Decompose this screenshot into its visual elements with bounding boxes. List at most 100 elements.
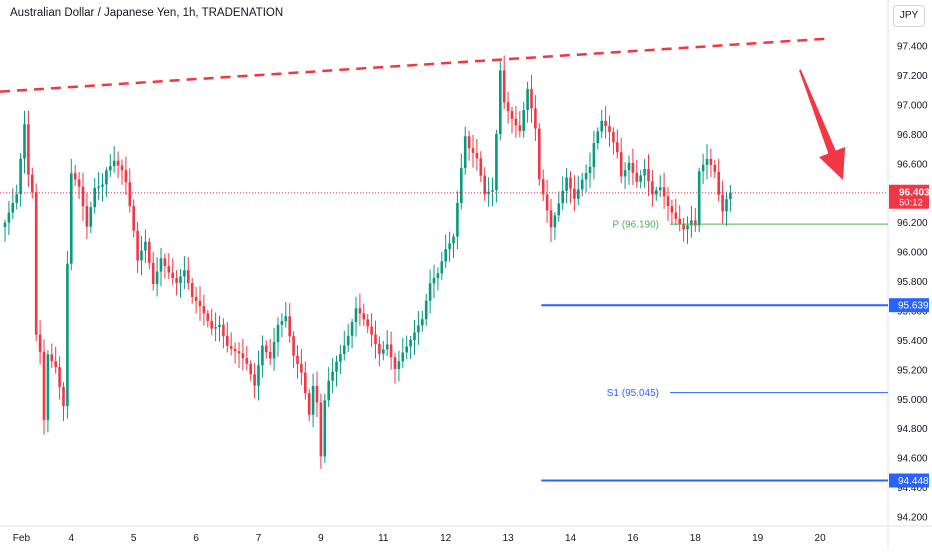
candle [658, 175, 662, 197]
chart-title: Australian Dollar / Japanese Yen, 1h, TR… [10, 7, 284, 19]
candle [27, 110, 30, 188]
candle-body [15, 194, 18, 203]
candle [538, 123, 541, 186]
candle [257, 350, 260, 401]
candle [249, 360, 252, 381]
candle-body [245, 358, 249, 364]
candle [592, 130, 596, 180]
candle-body [327, 380, 330, 401]
candle-body [116, 160, 120, 166]
candle-body [616, 142, 619, 153]
candle [140, 236, 143, 276]
x-tick-label: 4 [69, 533, 75, 544]
candle [713, 159, 717, 179]
x-tick-label: 19 [752, 533, 764, 544]
candle [623, 162, 627, 189]
candle-body [389, 344, 393, 358]
currency-button[interactable]: JPY [893, 5, 925, 27]
candle-body [97, 186, 100, 188]
candle [432, 264, 436, 299]
candle [428, 269, 432, 314]
x-tick-label: 12 [440, 533, 452, 544]
candle-body [432, 278, 436, 284]
candle [276, 317, 280, 357]
candle-body [424, 300, 428, 320]
candle [268, 338, 272, 366]
candle-body [339, 354, 342, 362]
candle [85, 192, 89, 240]
candle [167, 253, 171, 280]
x-tick-label: 11 [378, 533, 389, 544]
candle-body [382, 349, 385, 354]
candle-body [666, 196, 670, 207]
candle-body [276, 324, 280, 343]
candle [495, 129, 498, 203]
candle [233, 342, 237, 364]
candle [315, 371, 319, 418]
candle [452, 233, 455, 259]
candle [323, 393, 327, 463]
candle [93, 178, 96, 214]
candle [729, 184, 732, 212]
candle [534, 95, 537, 141]
candle [128, 168, 132, 213]
candle-body [124, 170, 128, 183]
candle [475, 138, 479, 171]
candle [265, 340, 268, 359]
candle [557, 191, 561, 222]
candle [678, 205, 681, 232]
candle [288, 303, 291, 343]
candle-body [307, 393, 311, 415]
candle [471, 134, 475, 168]
candle-body [304, 372, 307, 394]
candle-body [393, 357, 397, 370]
candle-body [358, 308, 362, 314]
candle [721, 180, 724, 224]
candle-body [619, 152, 623, 177]
y-tick-label: 94.200 [897, 513, 928, 524]
candle [23, 110, 26, 174]
candle-body [214, 327, 217, 329]
candle-body [62, 386, 65, 407]
candle [487, 177, 490, 207]
time-axis[interactable]: Feb 4 5 6 7 9 11 12 13 14 16 18 19 20 [13, 533, 826, 544]
candle [588, 152, 592, 188]
candle-body [370, 326, 373, 335]
candle-body [686, 225, 689, 230]
down-arrow [799, 69, 846, 180]
candle-body [167, 266, 171, 273]
candle [292, 331, 295, 369]
candle [354, 296, 358, 337]
candle [358, 293, 362, 326]
candle-body [682, 224, 685, 230]
candle-body [651, 181, 654, 195]
candle-body [222, 324, 225, 336]
candle [662, 172, 666, 209]
candle [686, 216, 689, 244]
candle-body [249, 363, 252, 375]
candle-body [151, 262, 155, 284]
candle-body [89, 207, 93, 227]
candle [190, 277, 194, 304]
current-price-value: 96.403 [899, 188, 930, 199]
candle-body [23, 124, 26, 159]
candle-body [198, 300, 202, 307]
price-axis[interactable]: 97.40097.20097.00096.80096.60096.40096.2… [889, 42, 930, 524]
candle [697, 167, 701, 233]
candle-body [538, 128, 541, 180]
candle-body [19, 158, 22, 195]
candle [413, 319, 416, 355]
candle-body [467, 136, 471, 149]
candle [463, 126, 467, 175]
candle [421, 310, 424, 332]
candle [631, 148, 635, 186]
candle-body [237, 351, 241, 354]
candle-body [588, 166, 592, 174]
candle [148, 237, 151, 270]
candle-body [77, 179, 81, 187]
candle [346, 323, 350, 353]
candle [112, 146, 116, 173]
candle-body [206, 313, 210, 321]
